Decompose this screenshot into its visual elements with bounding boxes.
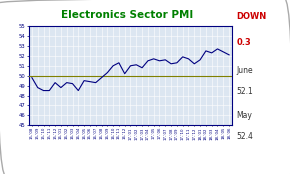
Text: 0.3: 0.3 <box>236 38 251 47</box>
Text: May: May <box>236 111 252 120</box>
Text: DOWN: DOWN <box>236 12 267 21</box>
Text: 52.1: 52.1 <box>236 87 253 96</box>
Text: June: June <box>236 66 253 75</box>
Text: Electronics Sector PMI: Electronics Sector PMI <box>61 10 194 19</box>
Text: 52.4: 52.4 <box>236 132 253 141</box>
